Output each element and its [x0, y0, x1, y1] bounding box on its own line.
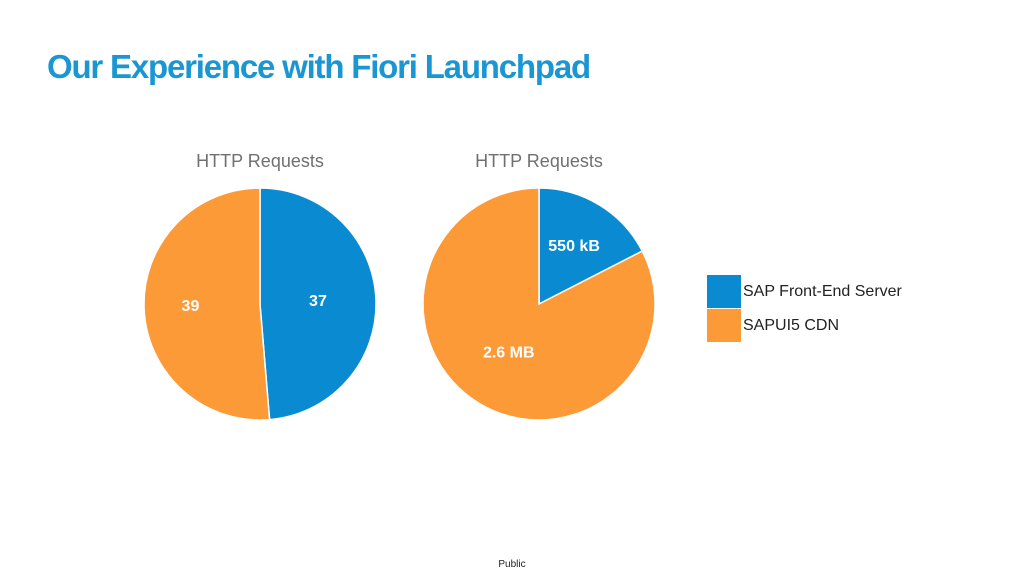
classification-footer: Public: [498, 559, 526, 570]
legend-label-sap-front-end-server: SAP Front-End Server: [743, 283, 902, 300]
pie-slice-2-sap-front-end-server: [538, 187, 644, 306]
pie-slice-2-sapui5-cdn: [422, 187, 656, 421]
chart-title-requests-count: HTTP Requests: [196, 151, 324, 171]
pie-data-label-1-sapui5-cdn: 39: [182, 298, 200, 315]
legend-label-sapui5-cdn: SAPUI5 CDN: [743, 317, 840, 334]
pie-data-label-2-sap-front-end-server: 550 kB: [548, 238, 600, 255]
pie-slice-1-sapui5-cdn: [143, 187, 271, 421]
chart-title-requests-size: HTTP Requests: [475, 151, 603, 171]
legend-swatch-sap-front-end-server: [707, 275, 741, 308]
pie-slice-1-sap-front-end-server: [259, 187, 377, 421]
legend-swatch-sapui5-cdn: [707, 309, 741, 342]
slide-title: Our Experience with Fiori Launchpad: [47, 48, 591, 85]
pie-data-label-2-sapui5-cdn: 2.6 MB: [483, 345, 535, 362]
pie-data-label-1-sap-front-end-server: 37: [309, 293, 327, 310]
